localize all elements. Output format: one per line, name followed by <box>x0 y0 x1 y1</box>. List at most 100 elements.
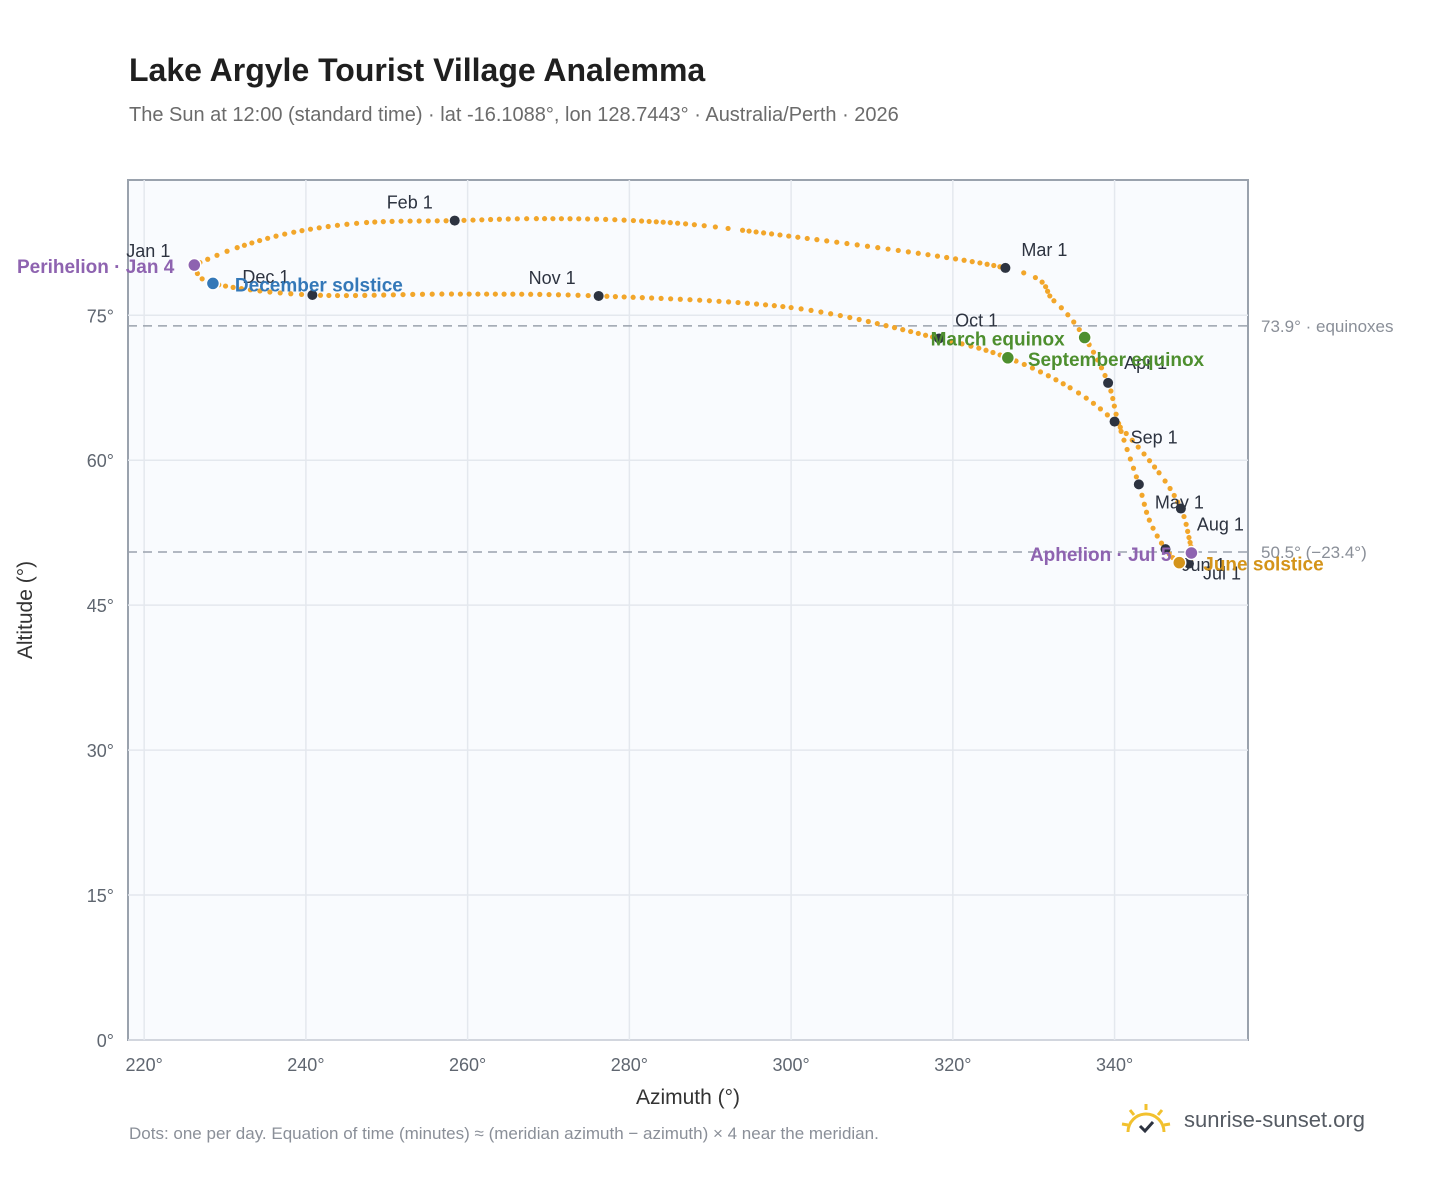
daily-dot <box>969 259 975 265</box>
daily-dot <box>1075 390 1082 396</box>
month-marker-dot <box>1103 377 1114 388</box>
x-tick-label: 240° <box>287 1055 324 1075</box>
daily-dot <box>761 230 767 236</box>
daily-dot <box>984 261 990 267</box>
daily-dot <box>537 291 543 297</box>
daily-dot <box>1129 437 1135 443</box>
daily-dot <box>739 227 746 233</box>
daily-dot <box>968 343 974 349</box>
event-marker-dot <box>1000 350 1016 366</box>
daily-dot <box>533 216 539 222</box>
daily-dot <box>1135 444 1141 450</box>
daily-dot <box>363 219 370 226</box>
daily-dot <box>668 296 674 302</box>
daily-dot <box>343 292 350 299</box>
daily-dot <box>961 257 967 263</box>
daily-dot <box>660 219 666 225</box>
daily-dot <box>247 287 254 293</box>
y-tick-label: 75° <box>87 306 114 326</box>
daily-dot <box>638 218 645 224</box>
daily-dot <box>1021 361 1027 368</box>
daily-dot <box>257 288 263 294</box>
daily-dot <box>1060 381 1066 387</box>
daily-dot <box>1154 533 1160 539</box>
daily-dot <box>612 217 618 223</box>
daily-dot <box>524 216 530 222</box>
daily-dot <box>883 323 889 329</box>
grid-lines <box>128 180 1248 1041</box>
daily-dot <box>1067 385 1073 391</box>
daily-dot <box>1097 406 1104 412</box>
daily-dot <box>691 222 697 228</box>
month-marker-dot <box>1175 503 1186 514</box>
daily-dot <box>697 297 703 303</box>
daily-dot <box>780 303 786 310</box>
daily-dot <box>457 291 463 297</box>
x-tick-label: 260° <box>449 1055 486 1075</box>
daily-dot <box>1121 437 1127 443</box>
daily-dot <box>915 250 921 256</box>
daily-dot <box>496 216 502 222</box>
daily-dot <box>419 291 426 297</box>
daily-dot <box>977 260 983 266</box>
daily-dot <box>546 291 552 298</box>
daily-dot <box>1123 430 1129 437</box>
daily-dot <box>492 291 498 297</box>
daily-dot <box>814 237 820 243</box>
month-marker-label: Mar 1 <box>1021 240 1067 260</box>
brand-name[interactable]: sunrise-sunset.org <box>1184 1107 1365 1132</box>
daily-dot <box>479 217 485 223</box>
daily-dot <box>439 291 445 297</box>
daily-dot <box>667 220 673 226</box>
daily-dot <box>238 286 245 292</box>
daily-dot <box>1045 288 1051 294</box>
daily-dot <box>948 338 955 344</box>
daily-dot <box>344 221 350 227</box>
daily-dot <box>565 292 571 298</box>
daily-dot <box>991 262 997 269</box>
daily-dot <box>1117 424 1123 430</box>
daily-dot <box>1065 312 1071 318</box>
daily-dot <box>593 216 600 222</box>
daily-dot <box>1104 412 1110 418</box>
daily-dot <box>1058 305 1064 311</box>
daily-dot <box>746 228 752 234</box>
daily-dot <box>621 217 627 223</box>
brand[interactable]: sunrise-sunset.org <box>1120 1102 1365 1138</box>
event-marker-label: December solstice <box>235 275 403 296</box>
daily-dot <box>795 234 801 240</box>
daily-dot <box>1102 372 1108 379</box>
daily-dot <box>514 216 520 222</box>
daily-dot <box>854 242 860 248</box>
daily-dot <box>390 292 396 298</box>
daily-dot <box>1076 326 1082 333</box>
event-marker-label: September equinox <box>1028 350 1205 371</box>
daily-dot <box>317 292 324 298</box>
daily-dot <box>1181 513 1187 520</box>
month-marker-dot <box>1000 262 1011 273</box>
daily-dot <box>1150 525 1156 531</box>
daily-dot <box>371 292 377 298</box>
daily-dot <box>706 298 712 304</box>
daily-dot <box>1156 470 1162 476</box>
daily-dot <box>1141 451 1147 457</box>
daily-dot <box>604 293 610 299</box>
daily-dot <box>1183 521 1189 527</box>
daily-dot <box>380 219 386 225</box>
daily-dot <box>725 225 731 232</box>
daily-dot <box>541 216 548 222</box>
month-marker-label: Sep 1 <box>1131 428 1178 448</box>
daily-dot <box>466 291 472 297</box>
daily-dot <box>519 291 525 297</box>
daily-dot <box>585 216 591 222</box>
daily-dot <box>510 291 516 297</box>
daily-dot <box>934 253 941 259</box>
month-marker-dot <box>1133 479 1144 490</box>
daily-dot <box>1071 319 1077 325</box>
daily-dot <box>1124 446 1130 453</box>
daily-dot <box>334 222 341 228</box>
daily-dot <box>753 229 759 235</box>
daily-dot <box>1043 284 1049 290</box>
daily-dot <box>194 270 200 277</box>
